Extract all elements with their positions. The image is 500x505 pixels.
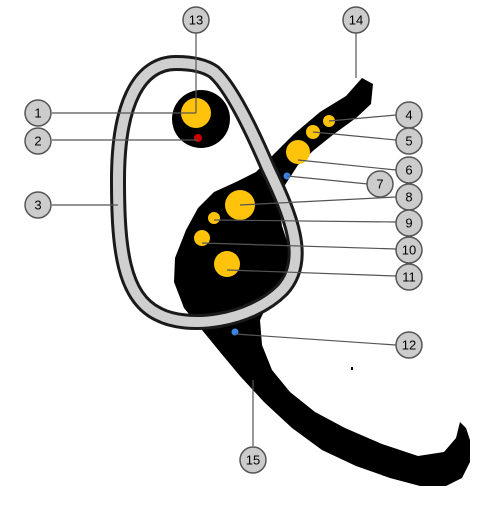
callout-9: 9 (395, 209, 423, 237)
callout-12: 12 (395, 331, 423, 359)
callout-3: 3 (24, 191, 52, 219)
callout-1: 1 (24, 99, 52, 127)
yellow-dot-9 (208, 212, 220, 224)
callout-15: 15 (239, 446, 267, 474)
callout-label-1: 1 (34, 106, 41, 121)
grey-ring-fill (112, 57, 301, 327)
leader-10 (201, 242, 397, 250)
callout-label-9: 9 (405, 216, 412, 231)
callout-label-13: 13 (189, 13, 203, 28)
callout-label-4: 4 (405, 108, 412, 123)
callout-2: 2 (24, 127, 52, 155)
black-body (174, 78, 470, 486)
leader-12 (234, 333, 397, 346)
callouts: 1 2 3 4 5 6 7 8 (24, 6, 423, 474)
leader-lines (52, 33, 397, 446)
callout-10: 10 (395, 236, 423, 264)
yellow-dot-10 (194, 230, 210, 246)
leader-7 (286, 175, 369, 185)
small-speck (351, 367, 353, 370)
leader-8 (239, 196, 397, 206)
callout-13: 13 (182, 6, 210, 34)
leader-11 (226, 269, 397, 277)
callout-label-11: 11 (402, 270, 416, 285)
yellow-dot-6 (286, 140, 310, 164)
callout-8: 8 (395, 183, 423, 211)
leader-5 (312, 131, 397, 141)
callout-6: 6 (395, 156, 423, 184)
callout-5: 5 (395, 127, 423, 155)
callout-label-7: 7 (376, 177, 383, 192)
callout-label-3: 3 (34, 198, 41, 213)
callout-label-12: 12 (402, 338, 416, 353)
callout-label-6: 6 (405, 163, 412, 178)
callout-label-2: 2 (34, 134, 41, 149)
yellow-dot-11 (214, 251, 240, 277)
red-dot-2 (194, 134, 202, 142)
leader-4 (328, 114, 397, 122)
callout-11: 11 (395, 263, 423, 291)
callout-label-14: 14 (349, 13, 363, 28)
callout-14: 14 (342, 6, 370, 34)
callout-4: 4 (395, 101, 423, 129)
callout-label-8: 8 (405, 190, 412, 205)
leader-9 (213, 219, 397, 223)
callout-label-15: 15 (246, 453, 260, 468)
callout-label-10: 10 (402, 243, 416, 258)
callout-label-5: 5 (405, 134, 412, 149)
leader-6 (297, 159, 397, 171)
callout-7: 7 (366, 170, 394, 198)
